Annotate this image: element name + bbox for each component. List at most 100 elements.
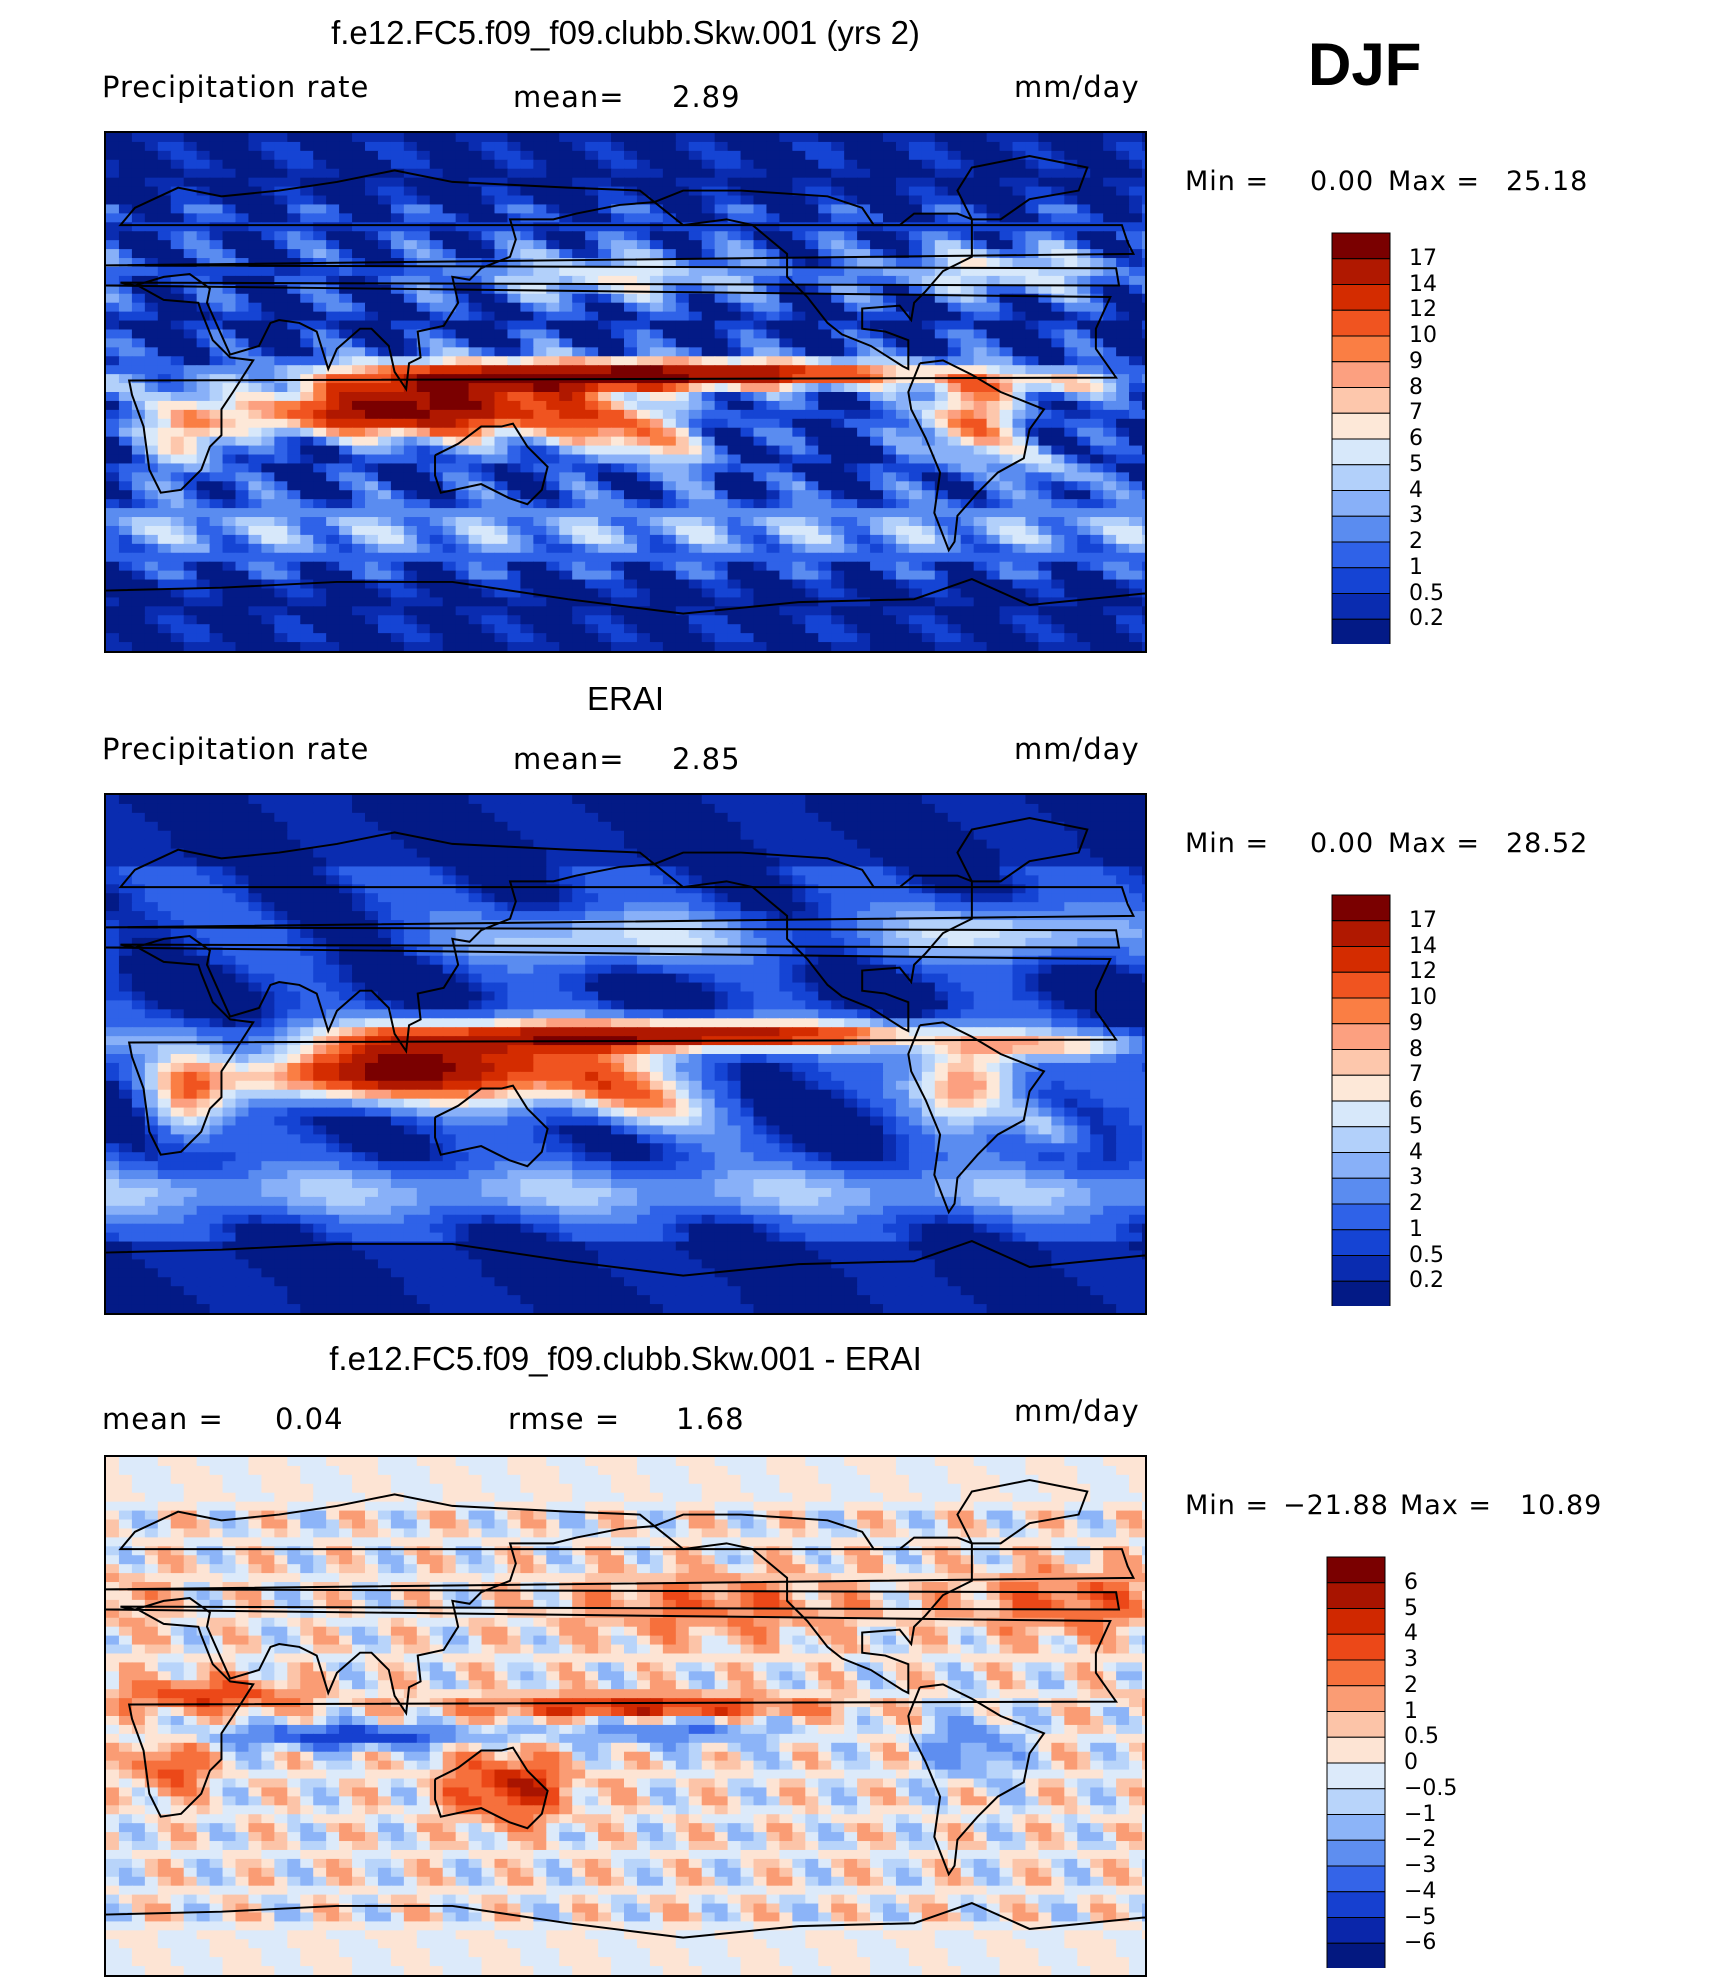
colorbar-tick-label: 3 [1409,503,1423,529]
colorbar-tick-label: −6 [1404,1930,1437,1956]
colorbar-tick-label: 8 [1409,374,1423,400]
panel1-mean-value: 2.89 [672,80,741,114]
colorbar-tick-label: 0 [1404,1750,1418,1775]
colorbar-tick-label: 2 [1409,529,1423,554]
coastline [106,284,1119,494]
colorbar-box [1331,1203,1391,1231]
colorbar-box [1331,593,1391,620]
colorbar-box [1331,541,1391,569]
panel1-map-svg [106,133,1145,651]
coastline [106,946,1119,1156]
colorbar-tick-label: 6 [1409,426,1423,451]
colorbar-tick-label: 0.5 [1409,580,1444,606]
panel1-units: mm/day [1014,70,1140,104]
panel3-rmse-value: 1.68 [676,1402,745,1436]
panel2-min-value: 0.00 [1310,828,1375,859]
colorbar-box [1331,1049,1391,1076]
colorbar-box [1326,1788,1386,1815]
colorbar-box [1326,1891,1386,1918]
panel3-min-value: −21.88 [1283,1490,1389,1521]
colorbar-box [1326,1608,1386,1635]
colorbar-tick-label: 17 [1409,907,1437,933]
colorbar-box [1331,1152,1391,1179]
colorbar-tick-label: 0.5 [1409,1242,1444,1268]
panel2-max-value: 28.52 [1506,828,1589,859]
panel3-min-label: Min = [1185,1490,1270,1521]
panel2-map-svg [106,795,1145,1313]
colorbar-tick-label: 17 [1409,245,1437,271]
colorbar-box [1331,335,1391,363]
panel1-colorbar: 17 14 12 10 9 8 7 6 5 4 3 2 1 0.5 0.2 [1331,232,1444,644]
colorbar-tick-label: 0.2 [1409,606,1444,632]
coastline [106,1901,1145,1939]
colorbar-tick-label: 5 [1409,1113,1423,1139]
colorbar-tick-label: 9 [1409,348,1423,374]
field-cells [106,133,1145,651]
colorbar-box [1331,387,1391,414]
colorbar-tick-label: 14 [1409,933,1437,959]
panel1-max-label: Max = [1388,166,1481,197]
panel2-units: mm/day [1014,732,1140,766]
panel3-units: mm/day [1014,1394,1140,1428]
colorbar-box [1331,1023,1391,1050]
colorbar-tick-label: −1 [1404,1801,1437,1827]
colorbar-box [1326,1582,1386,1609]
colorbar-box [1331,464,1391,491]
panel2-max-label: Max = [1388,828,1481,859]
coastline [106,169,1136,392]
coastline [907,1021,1046,1215]
colorbar-box [1326,1942,1386,1968]
colorbar-tick-label: 12 [1409,297,1437,323]
colorbar-svg [1326,1556,1386,1968]
coastline [106,1239,1145,1277]
panel1-mean-label: mean= [513,80,625,114]
panel3-map [104,1455,1147,1977]
colorbar-tick-label: −3 [1404,1853,1437,1878]
colorbar-box [1331,309,1391,337]
panel1-max-value: 25.18 [1506,166,1589,197]
colorbar-box [1331,1229,1391,1256]
coastline [956,817,1089,883]
colorbar-tick-label: 4 [1404,1621,1418,1647]
coastline [106,1608,1119,1818]
colorbar-box [1331,997,1391,1025]
coastline [956,1479,1089,1545]
panel3-max-value: 10.89 [1520,1490,1603,1521]
colorbar-box [1326,1711,1386,1738]
colorbar-box [1331,920,1391,947]
colorbar-box [1326,1685,1386,1712]
panel2-variable-label: Precipitation rate [102,732,370,766]
colorbar-box [1331,490,1391,517]
panel2-title: ERAI [586,680,665,717]
coastline [434,422,549,506]
colorbar-box [1331,284,1391,311]
colorbar-box [1331,1177,1391,1205]
colorbar-box [1331,946,1391,973]
coastline [653,189,973,371]
colorbar-box [1331,1280,1391,1306]
coastline [956,155,1089,221]
colorbar-box [1326,1556,1386,1584]
panel1-variable-label: Precipitation rate [102,70,370,104]
colorbar-box [1331,361,1391,388]
colorbar-svg [1331,894,1391,1306]
colorbar-tick-label: −0.5 [1404,1775,1458,1801]
colorbar-box [1331,258,1391,285]
colorbar-box [1331,618,1391,644]
panel1-min-value: 0.00 [1310,166,1375,197]
panel3-title: f.e12.FC5.f09_f09.clubb.Skw.001 - ERAI [329,1340,922,1377]
colorbar-tick-label: 0.5 [1404,1724,1439,1750]
panel3-map-svg [106,1457,1145,1975]
colorbar-tick-label: 1 [1404,1698,1418,1724]
colorbar-box [1326,1814,1386,1841]
colorbar-box [1326,1917,1386,1944]
colorbar-tick-label: 10 [1409,985,1437,1010]
colorbar-tick-label: 14 [1409,271,1437,297]
panel1-title: f.e12.FC5.f09_f09.clubb.Skw.001 (yrs 2) [331,14,920,51]
colorbar-box [1331,567,1391,594]
coastline [434,1084,549,1168]
panel2-min-label: Min = [1185,828,1270,859]
colorbar-tick-label: 9 [1409,1010,1423,1036]
colorbar-box [1331,1255,1391,1282]
colorbar-tick-label: 4 [1409,1139,1423,1165]
